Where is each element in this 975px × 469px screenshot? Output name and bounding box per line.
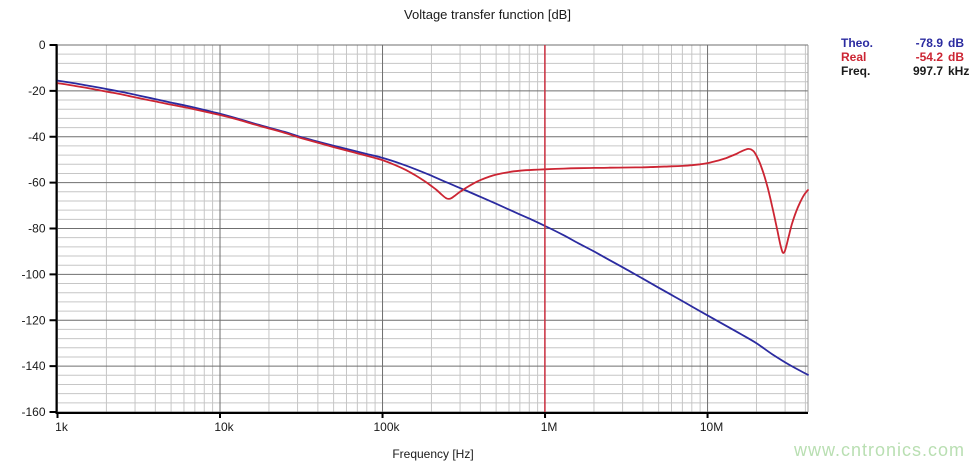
y-tick-label: -160 — [21, 405, 45, 419]
theo-curve — [56, 79, 809, 376]
axes — [49, 44, 808, 418]
real-label: Real — [841, 50, 867, 64]
x-tick-label: 10k — [214, 420, 234, 434]
freq-label: Freq. — [841, 64, 871, 78]
x-tick-label: 10M — [700, 420, 723, 434]
x-tick-label: 100k — [374, 420, 401, 434]
legend-row-freq: Freq. 997.7 kHz — [841, 64, 972, 78]
real-value: -54.2 — [915, 50, 943, 64]
x-axis-label: Frequency [Hz] — [392, 447, 474, 461]
freq-unit: kHz — [948, 64, 970, 78]
theo-label: Theo. — [841, 36, 873, 50]
y-tick-label: -120 — [21, 313, 45, 327]
theo-unit: dB — [948, 36, 964, 50]
y-tick-label: -60 — [28, 176, 46, 190]
y-tick-label: 0 — [39, 38, 46, 52]
freq-value: 997.7 — [912, 64, 943, 78]
y-tick-label: -20 — [28, 84, 46, 98]
legend-row-real: Real -54.2 dB — [841, 50, 972, 64]
y-tick-label: -140 — [21, 359, 45, 373]
watermark: www.cntronics.com — [793, 440, 965, 460]
x-tick-label: 1k — [55, 420, 69, 434]
real-curve — [56, 82, 809, 254]
y-tick-label: -40 — [28, 130, 46, 144]
x-tick-label: 1M — [541, 420, 558, 434]
cursor-readout: Theo. -78.9 dB Real -54.2 dB Freq. 997.7… — [841, 36, 972, 78]
y-tick-label: -100 — [21, 267, 45, 281]
theo-value: -78.9 — [915, 36, 943, 50]
chart-title: Voltage transfer function [dB] — [404, 7, 571, 22]
tick-labels: 0 -20 -40 -60 -80 -100 -120 -140 -160 1k 10k 100k 1M… — [21, 38, 723, 434]
y-tick-label: -80 — [28, 222, 46, 236]
legend-row-theo: Theo. -78.9 dB — [841, 36, 972, 50]
real-unit: dB — [948, 50, 964, 64]
curves — [56, 79, 809, 376]
